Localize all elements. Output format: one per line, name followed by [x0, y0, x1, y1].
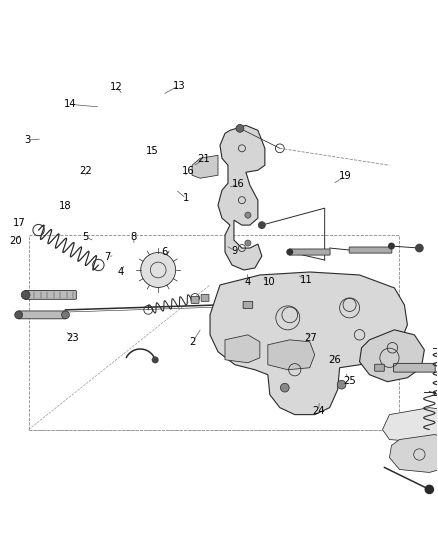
Circle shape — [152, 357, 159, 364]
Circle shape — [21, 290, 30, 300]
Text: 9: 9 — [231, 246, 237, 255]
Text: 3: 3 — [25, 135, 31, 145]
Text: 13: 13 — [173, 81, 185, 91]
Circle shape — [258, 221, 266, 229]
Text: 4: 4 — [244, 278, 251, 287]
FancyBboxPatch shape — [18, 311, 67, 319]
Circle shape — [62, 311, 69, 319]
Text: 21: 21 — [198, 154, 210, 164]
Text: 15: 15 — [146, 146, 159, 156]
FancyBboxPatch shape — [25, 290, 76, 300]
Text: 8: 8 — [131, 232, 137, 243]
Circle shape — [236, 124, 244, 132]
Polygon shape — [225, 335, 260, 363]
Polygon shape — [268, 340, 314, 370]
FancyBboxPatch shape — [290, 249, 330, 255]
Text: 26: 26 — [328, 354, 341, 365]
Circle shape — [245, 240, 251, 246]
FancyBboxPatch shape — [374, 364, 384, 371]
Text: 5: 5 — [83, 232, 89, 243]
Polygon shape — [210, 272, 407, 415]
Circle shape — [337, 381, 346, 389]
Text: 24: 24 — [312, 406, 325, 416]
Text: 16: 16 — [232, 179, 245, 189]
Circle shape — [388, 243, 395, 249]
Text: 25: 25 — [343, 376, 357, 386]
Text: 18: 18 — [59, 201, 72, 211]
Polygon shape — [389, 434, 438, 472]
Polygon shape — [192, 155, 218, 178]
Circle shape — [424, 484, 434, 494]
Polygon shape — [382, 408, 438, 442]
Text: 11: 11 — [300, 275, 313, 285]
Text: 22: 22 — [79, 166, 92, 176]
Circle shape — [415, 244, 424, 253]
Text: 10: 10 — [263, 278, 276, 287]
Circle shape — [280, 383, 289, 392]
Text: 6: 6 — [161, 247, 168, 256]
Text: 23: 23 — [67, 333, 79, 343]
Text: 20: 20 — [9, 236, 21, 246]
Circle shape — [15, 311, 23, 319]
Circle shape — [141, 253, 176, 287]
FancyBboxPatch shape — [201, 294, 209, 302]
Circle shape — [245, 212, 251, 218]
Text: 19: 19 — [339, 171, 352, 181]
Text: 12: 12 — [110, 82, 123, 92]
FancyBboxPatch shape — [243, 301, 253, 309]
Polygon shape — [360, 330, 424, 382]
Text: 2: 2 — [190, 337, 196, 347]
Polygon shape — [218, 125, 265, 270]
Text: 14: 14 — [64, 99, 77, 109]
Text: 16: 16 — [182, 166, 195, 176]
Text: 4: 4 — [118, 267, 124, 277]
Text: 1: 1 — [183, 193, 190, 204]
Text: 17: 17 — [13, 218, 26, 228]
FancyBboxPatch shape — [394, 364, 435, 372]
FancyBboxPatch shape — [349, 247, 392, 253]
FancyBboxPatch shape — [191, 296, 199, 303]
Text: 7: 7 — [105, 252, 111, 262]
Circle shape — [286, 248, 293, 255]
Text: 27: 27 — [304, 333, 317, 343]
